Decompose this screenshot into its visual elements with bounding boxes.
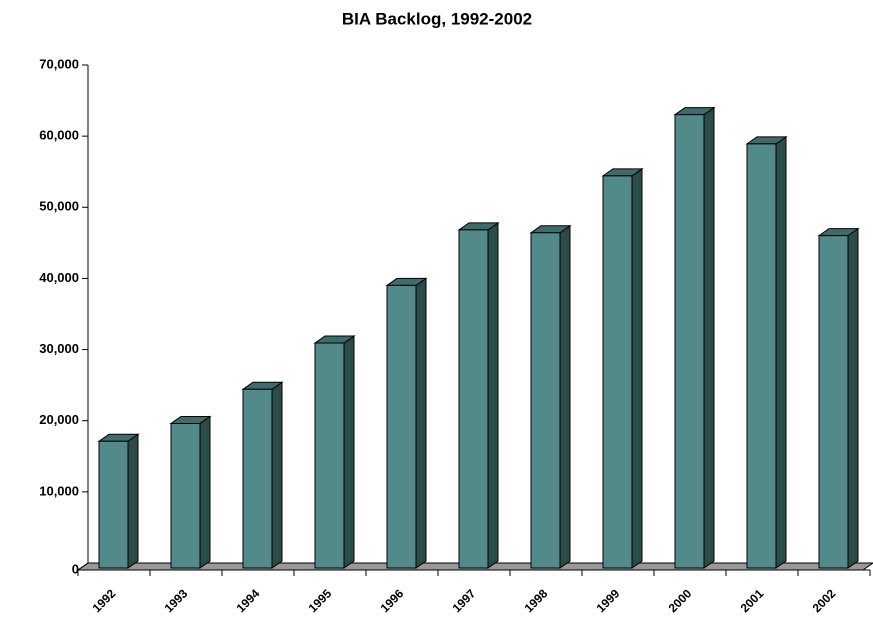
x-tick-label: 2000 <box>666 586 695 615</box>
bar-front <box>386 284 417 569</box>
bar-side <box>199 415 211 569</box>
y-tick-label: 40,000 <box>39 270 79 285</box>
bar-side <box>703 106 715 569</box>
x-tick-label: 1993 <box>162 586 191 615</box>
y-tick-label: 60,000 <box>39 128 79 143</box>
y-tick-label: 30,000 <box>39 341 79 356</box>
bar-side <box>559 224 571 569</box>
x-tick-label: 1992 <box>90 586 119 615</box>
y-axis-front <box>77 562 89 571</box>
x-tick-label: 1995 <box>306 586 335 615</box>
bar <box>673 106 716 569</box>
x-tick-label: 1994 <box>234 586 263 615</box>
x-tick-label: 1999 <box>594 586 623 615</box>
bar-side <box>775 135 787 569</box>
bar-front <box>170 422 201 569</box>
bar-front <box>530 232 561 569</box>
bar <box>817 227 860 569</box>
x-tick-label: 1996 <box>378 586 407 615</box>
x-tick-label: 2001 <box>738 586 767 615</box>
bar-side <box>415 277 427 569</box>
bar-front <box>314 342 345 569</box>
bar-front <box>746 143 777 569</box>
bar-side <box>271 381 283 569</box>
bar-side <box>487 221 499 569</box>
bar <box>169 415 212 569</box>
y-tick-label: 70,000 <box>39 56 79 71</box>
y-tick-label: 0 <box>72 561 79 576</box>
bar-side <box>127 433 139 569</box>
bar <box>457 221 500 569</box>
bar-front <box>602 175 633 569</box>
bar-front <box>242 388 273 569</box>
bar-front <box>674 114 705 569</box>
bar <box>601 167 644 569</box>
bar-side <box>343 335 355 569</box>
bar <box>313 335 356 569</box>
y-tick-label: 10,000 <box>39 483 79 498</box>
bar-front <box>458 229 489 569</box>
bar <box>385 277 428 569</box>
bar-side <box>631 167 643 569</box>
bar <box>745 135 788 569</box>
x-tick-label: 1998 <box>522 586 551 615</box>
y-tick-label: 20,000 <box>39 412 79 427</box>
bar <box>529 224 572 569</box>
bar-side <box>847 227 859 569</box>
chart-title: BIA Backlog, 1992-2002 <box>342 9 532 28</box>
bar <box>97 433 140 569</box>
bar <box>241 381 284 569</box>
y-tick-label: 50,000 <box>39 199 79 214</box>
bar-front <box>818 235 849 569</box>
x-tick-label: 2002 <box>810 586 839 615</box>
x-tick-label: 1997 <box>450 586 479 615</box>
bar-front <box>98 440 129 569</box>
